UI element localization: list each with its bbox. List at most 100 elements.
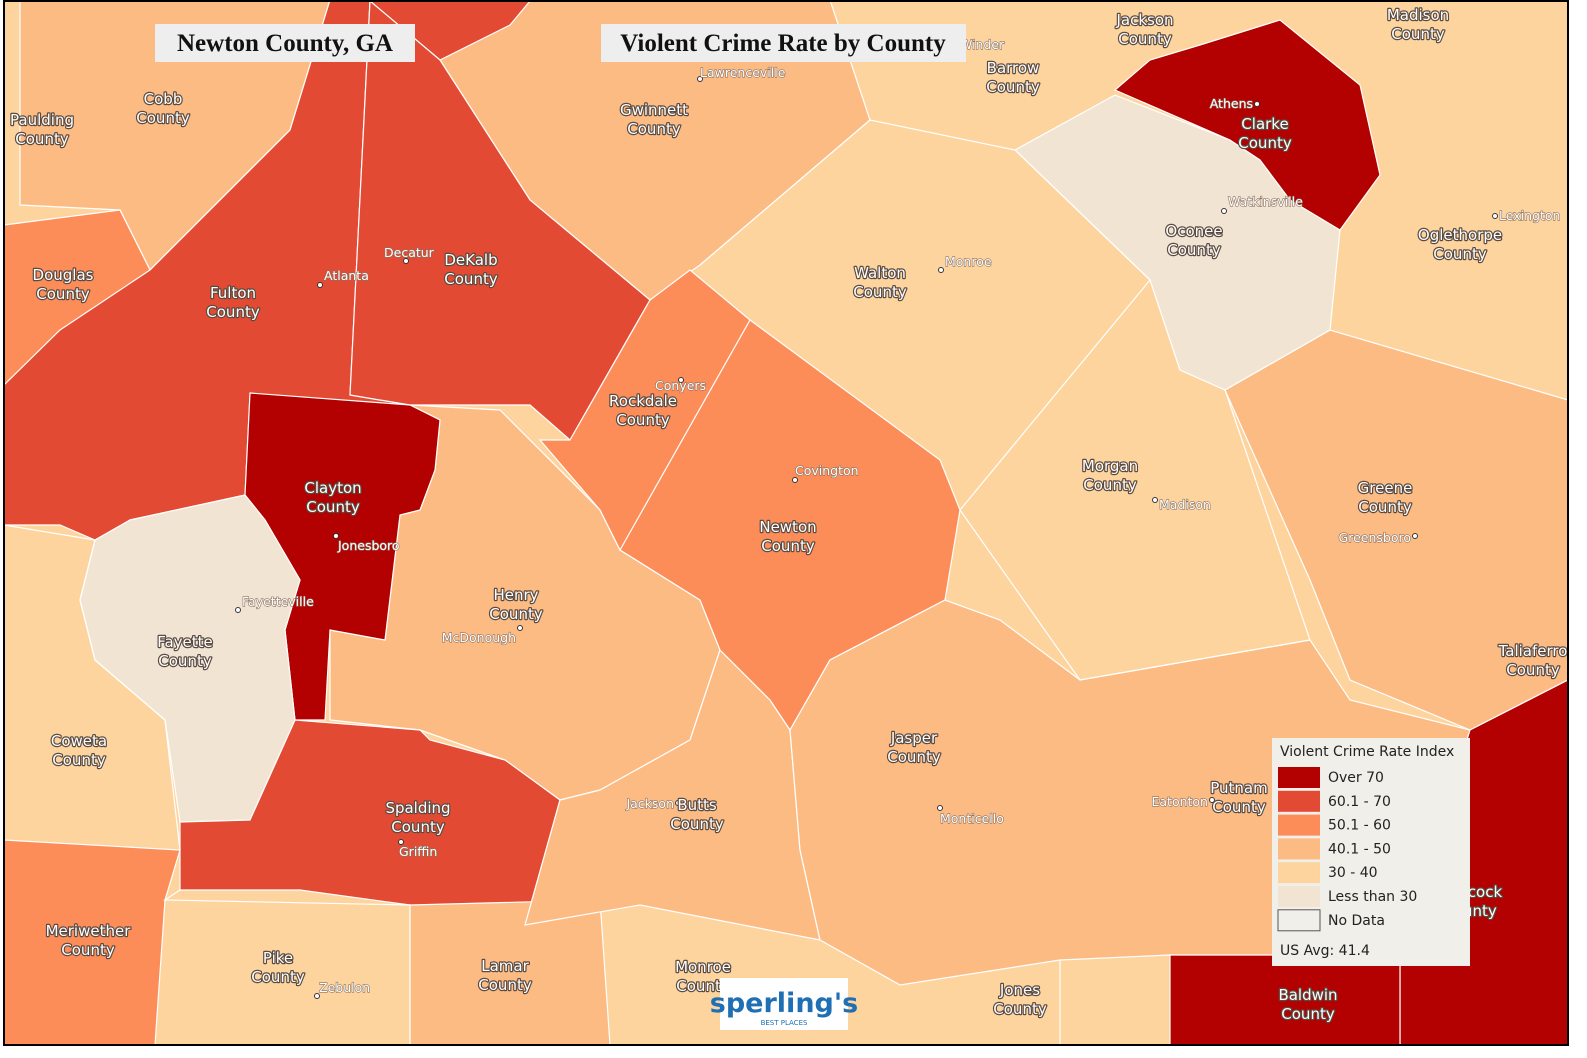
county-border [959, 389, 1311, 681]
county-label: County [251, 968, 305, 986]
city-label: Eatonton [1151, 794, 1208, 809]
baldwin-shape [1169, 954, 1401, 1046]
county-label: Rockdale [609, 392, 677, 410]
county-label: Greene [1358, 479, 1413, 497]
county-shapes [3, 0, 1569, 1046]
legend: Violent Crime Rate Index US Avg: 41.4 Ov… [1272, 738, 1470, 966]
city-label: Covington [795, 463, 859, 478]
county-label: County [206, 303, 260, 321]
county-label: County [1281, 1005, 1335, 1023]
county-border [699, 119, 1151, 511]
city-label: Griffin [399, 844, 437, 859]
city-dot [1492, 213, 1498, 219]
city-dot [1152, 497, 1158, 503]
county-label: County [1506, 661, 1560, 679]
county-label: Madison [1387, 6, 1449, 24]
county-label: County [52, 751, 106, 769]
county-label: County [1167, 241, 1221, 259]
location-box [155, 24, 415, 62]
county-label: Taliaferro [1498, 642, 1568, 660]
city-label: Madison [1159, 497, 1211, 512]
county-label: Jones [999, 981, 1040, 999]
legend-label: 40.1 - 50 [1328, 841, 1391, 857]
city-dot [1221, 208, 1227, 214]
clarke-shape [1113, 19, 1381, 231]
city-dot [678, 377, 684, 383]
county-label: County [1083, 476, 1137, 494]
legend-label: Over 70 [1328, 770, 1384, 786]
county-label: County [1238, 134, 1292, 152]
city-dot [937, 805, 943, 811]
county-label: Fulton [210, 284, 256, 302]
county-label: County [444, 270, 498, 288]
city-label: Monticello [940, 811, 1004, 826]
county-label: County [1391, 25, 1445, 43]
city-dot [1254, 101, 1260, 107]
city-label: Jackson [625, 796, 674, 811]
county-label: County [478, 976, 532, 994]
county-label: Oconee [1165, 222, 1222, 240]
city-label: Greensboro [1339, 530, 1411, 545]
county-label: Oglethorpe [1418, 226, 1502, 244]
city-dot [314, 993, 320, 999]
county-label: County [993, 1000, 1047, 1018]
county-label: Clayton [304, 479, 361, 497]
legend-label: No Data [1328, 913, 1385, 929]
legend-swatch [1278, 862, 1320, 884]
city-dot [403, 258, 409, 264]
city-dot [333, 533, 339, 539]
city-dot [938, 267, 944, 273]
county-label: County [61, 941, 115, 959]
county-label: Jasper [890, 729, 938, 747]
county-label: County [489, 605, 543, 623]
county-label: Coweta [51, 732, 107, 750]
county-label: Fayette [157, 633, 213, 651]
county-label: Spalding [385, 799, 450, 817]
legend-swatch [1278, 886, 1320, 907]
county-label: County [986, 78, 1040, 96]
legend-swatch [1278, 790, 1320, 812]
city-label: Conyers [655, 378, 706, 393]
county-label: Douglas [33, 266, 94, 284]
city-label: Monroe [945, 254, 992, 269]
county-label: County [616, 411, 670, 429]
city-dot [398, 839, 404, 845]
city-dot [1412, 533, 1418, 539]
county-label: County [306, 498, 360, 516]
county-label: Pike [263, 949, 293, 967]
county-label: County [1433, 245, 1487, 263]
county-label: Putnam [1210, 779, 1267, 797]
county-label: Gwinnett [620, 101, 688, 119]
county-label: Cobb [144, 90, 183, 108]
county-label: Monroe [675, 958, 731, 976]
map-title: Violent Crime Rate by County [620, 30, 946, 57]
county-label: Morgan [1082, 457, 1138, 475]
city-dot [675, 800, 681, 806]
county-label: Meriwether [46, 922, 132, 940]
county-label: Baldwin [1278, 986, 1337, 1004]
county-label: Newton [759, 518, 816, 536]
city-label: Winder [960, 37, 1005, 52]
county-label: County [391, 818, 445, 836]
city-dot [235, 607, 241, 613]
legend-label: 60.1 - 70 [1328, 794, 1391, 810]
county-label: County [853, 283, 907, 301]
county-label: County [1358, 498, 1412, 516]
city-dot [517, 625, 523, 631]
county-label: Paulding [10, 111, 74, 129]
county-label: Lamar [481, 957, 529, 975]
county-label: County [676, 977, 730, 995]
city-label: Atlanta [324, 268, 369, 283]
county-label: Butts [677, 796, 717, 814]
county-label: County [627, 120, 681, 138]
logo-name: sperling's [710, 988, 858, 1019]
county-label: County [158, 652, 212, 670]
city-label: Watkinsville [1228, 194, 1303, 209]
county-label: Henry [493, 586, 538, 604]
city-dot [792, 477, 798, 483]
city-label: Lawrenceville [700, 65, 786, 80]
county-label: County [887, 748, 941, 766]
legend-swatch [1277, 909, 1321, 932]
county-label: County [36, 285, 90, 303]
